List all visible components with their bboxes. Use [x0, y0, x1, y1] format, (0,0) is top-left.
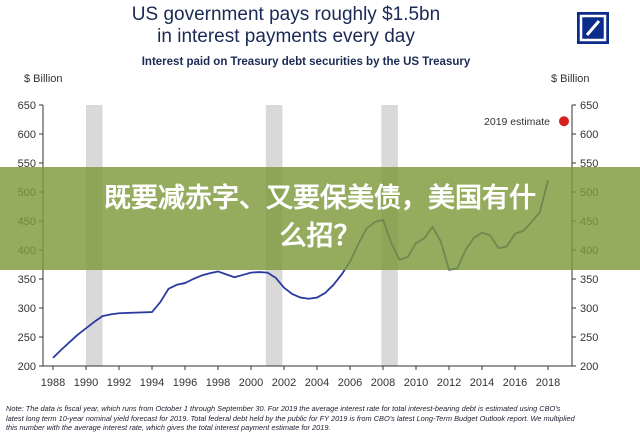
x-tick-label-12: 2012 — [437, 377, 461, 389]
x-tick-label-11: 2010 — [404, 377, 428, 389]
chart-title: Interest paid on Treasury debt securitie… — [141, 56, 471, 68]
y-tick-label-right-0: 200 — [580, 361, 598, 373]
estimate-point — [559, 116, 569, 127]
x-tick-label-3: 1994 — [140, 377, 164, 389]
y-tick-label-right-9: 650 — [580, 100, 598, 112]
y-tick-label-left-3: 350 — [18, 274, 36, 286]
y-tick-label-left-2: 300 — [18, 303, 36, 315]
x-tick-label-6: 2000 — [239, 377, 263, 389]
deutsche-bank-logo-icon — [577, 12, 609, 44]
y-tick-label-right-1: 250 — [580, 332, 598, 344]
banner-text: 既要减赤字、又要保美债，美国有什 么招？ — [0, 180, 640, 256]
page-title: US government pays roughly $1.5bn in int… — [0, 4, 572, 48]
y-tick-label-left-8: 600 — [18, 129, 36, 141]
x-tick-label-9: 2006 — [338, 377, 362, 389]
y-tick-label-left-0: 200 — [18, 361, 36, 373]
y-tick-label-left-9: 650 — [18, 100, 36, 112]
footnote: Note: The data is fiscal year, which run… — [6, 404, 636, 433]
title-line-1: US government pays roughly $1.5bn — [131, 4, 441, 25]
x-tick-label-5: 1998 — [206, 377, 230, 389]
y-tick-label-left-1: 250 — [18, 332, 36, 344]
overlay-banner — [0, 167, 640, 270]
estimate-label: 2019 estimate — [484, 116, 550, 128]
footnote-line-2: latest long term 10-year nominal yield f… — [6, 413, 575, 423]
x-tick-label-7: 2002 — [272, 377, 296, 389]
x-tick-label-15: 2018 — [536, 377, 560, 389]
x-tick-label-10: 2008 — [371, 377, 395, 389]
x-tick-label-13: 2014 — [470, 377, 494, 389]
x-tick-label-4: 1996 — [173, 377, 197, 389]
banner-line-1: 既要减赤字、又要保美债，美国有什 — [104, 183, 536, 214]
x-tick-label-14: 2016 — [503, 377, 527, 389]
y-axis-label-right: $ Billion — [551, 73, 590, 85]
y-axis-label-left: $ Billion — [24, 73, 63, 85]
x-tick-label-1: 1990 — [74, 377, 98, 389]
y-tick-label-right-2: 300 — [580, 303, 598, 315]
footnote-line-1: Note: The data is fiscal year, which run… — [6, 404, 561, 413]
banner-line-2: 么招？ — [279, 221, 361, 252]
x-tick-label-0: 1988 — [41, 377, 65, 389]
y-tick-label-right-8: 600 — [580, 129, 598, 141]
x-tick-label-2: 1992 — [107, 377, 131, 389]
title-line-2: in interest payments every day — [157, 26, 415, 47]
x-tick-label-8: 2004 — [305, 377, 329, 389]
y-tick-label-right-3: 350 — [580, 274, 598, 286]
footnote-line-3: this number with the average interest ra… — [6, 423, 331, 432]
